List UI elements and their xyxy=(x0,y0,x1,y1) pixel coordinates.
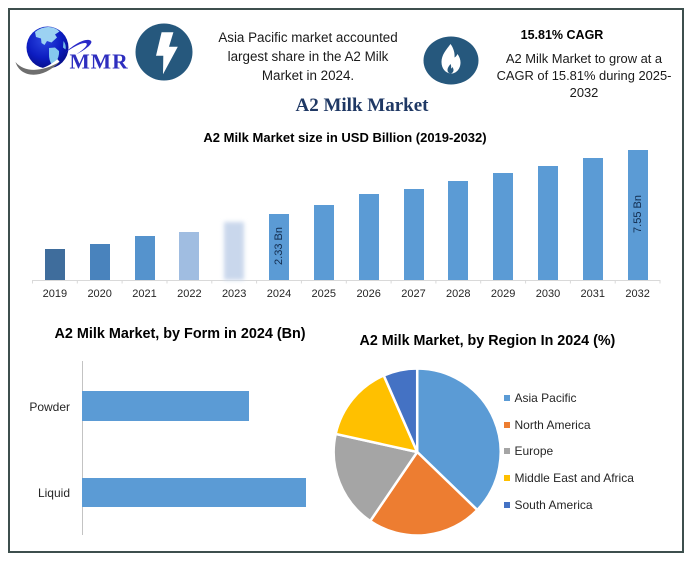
svg-text:MMR: MMR xyxy=(70,50,129,74)
